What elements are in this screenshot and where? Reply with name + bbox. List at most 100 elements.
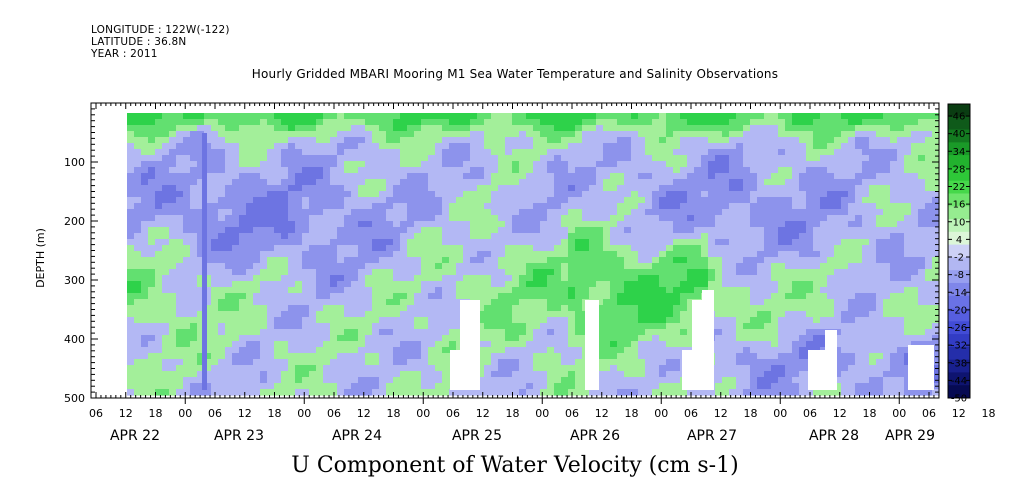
heatmap-cell <box>232 329 240 336</box>
heatmap-cell <box>323 209 331 216</box>
heatmap-cell <box>841 347 849 354</box>
heatmap-cell <box>617 347 625 354</box>
heatmap-cell <box>498 275 506 282</box>
heatmap-cell <box>645 263 653 270</box>
heatmap-cell <box>253 221 261 228</box>
heatmap-cell <box>386 251 394 258</box>
heatmap-cell <box>771 173 779 180</box>
heatmap-cell <box>337 263 345 270</box>
heatmap-cell <box>435 281 443 288</box>
heatmap-cell <box>127 341 135 348</box>
heatmap-cell <box>673 167 681 174</box>
heatmap-cell <box>526 167 534 174</box>
heatmap-cell <box>274 317 282 324</box>
heatmap-cell <box>505 173 513 180</box>
heatmap-cell <box>211 275 219 282</box>
heatmap-cell <box>596 281 604 288</box>
heatmap-cell <box>428 131 436 138</box>
heatmap-cell <box>862 287 870 294</box>
heatmap-cell <box>904 305 912 312</box>
heatmap-cell <box>281 185 289 192</box>
heatmap-cell <box>176 167 184 174</box>
heatmap-cell <box>421 317 429 324</box>
heatmap-cell <box>386 341 394 348</box>
heatmap-cell <box>673 275 681 282</box>
heatmap-cell <box>708 281 716 288</box>
heatmap-cell <box>309 347 317 354</box>
heatmap-cell <box>645 317 653 324</box>
heatmap-cell <box>925 203 933 210</box>
heatmap-cell <box>253 233 261 240</box>
heatmap-cell <box>183 293 191 300</box>
heatmap-cell <box>498 167 506 174</box>
heatmap-cell <box>554 365 562 372</box>
heatmap-cell <box>372 155 380 162</box>
heatmap-cell <box>491 155 499 162</box>
heatmap-cell <box>652 359 660 366</box>
heatmap-cell <box>372 203 380 210</box>
heatmap-cell <box>743 347 751 354</box>
heatmap-cell <box>736 143 744 150</box>
heatmap-cell <box>393 185 401 192</box>
heatmap-cell <box>876 359 884 366</box>
heatmap-cell <box>785 179 793 186</box>
heatmap-cell <box>456 329 464 336</box>
heatmap-cell <box>708 191 716 198</box>
heatmap-cell <box>547 209 555 216</box>
heatmap-cell <box>246 227 254 234</box>
heatmap-cell <box>505 119 513 126</box>
heatmap-cell <box>666 119 674 126</box>
heatmap-cell <box>323 155 331 162</box>
heatmap-cell <box>484 239 492 246</box>
heatmap-cell <box>358 185 366 192</box>
heatmap-cell <box>638 323 646 330</box>
heatmap-cell <box>414 263 422 270</box>
heatmap-cell <box>274 275 282 282</box>
heatmap-cell <box>435 161 443 168</box>
heatmap-cell <box>232 197 240 204</box>
heatmap-cell <box>799 251 807 258</box>
heatmap-cell <box>323 335 331 342</box>
heatmap-cell <box>617 137 625 144</box>
heatmap-cell <box>386 155 394 162</box>
heatmap-cell <box>442 359 450 366</box>
heatmap-cell <box>400 209 408 216</box>
heatmap-cell <box>330 149 338 156</box>
heatmap-cell <box>274 191 282 198</box>
heatmap-cell <box>288 155 296 162</box>
heatmap-cell <box>253 245 261 252</box>
heatmap-cell <box>379 269 387 276</box>
heatmap-cell <box>505 347 513 354</box>
heatmap-cell <box>715 185 723 192</box>
heatmap-cell <box>498 203 506 210</box>
heatmap-cell <box>743 239 751 246</box>
heatmap-cell <box>365 179 373 186</box>
heatmap-cell <box>897 185 905 192</box>
heatmap-cell <box>281 299 289 306</box>
heatmap-cell <box>666 275 674 282</box>
heatmap-cell <box>652 329 660 336</box>
heatmap-cell <box>414 119 422 126</box>
heatmap-cell <box>722 353 730 360</box>
heatmap-cell <box>477 365 485 372</box>
heatmap-cell <box>302 179 310 186</box>
heatmap-cell <box>127 221 135 228</box>
heatmap-cell <box>505 227 513 234</box>
heatmap-cell <box>512 209 520 216</box>
heatmap-cell <box>547 245 555 252</box>
heatmap-cell <box>134 257 142 264</box>
heatmap-cell <box>806 305 814 312</box>
heatmap-cell <box>463 173 471 180</box>
heatmap-cell <box>813 215 821 222</box>
heatmap-cell <box>582 251 590 258</box>
heatmap-cell <box>148 137 156 144</box>
heatmap-cell <box>407 197 415 204</box>
heatmap-cell <box>379 305 387 312</box>
heatmap-cell <box>407 161 415 168</box>
heatmap-cell <box>309 203 317 210</box>
heatmap-cell <box>204 161 212 168</box>
heatmap-cell <box>785 299 793 306</box>
heatmap-cell <box>176 119 184 126</box>
heatmap-cell <box>603 197 611 204</box>
heatmap-cell <box>764 329 772 336</box>
